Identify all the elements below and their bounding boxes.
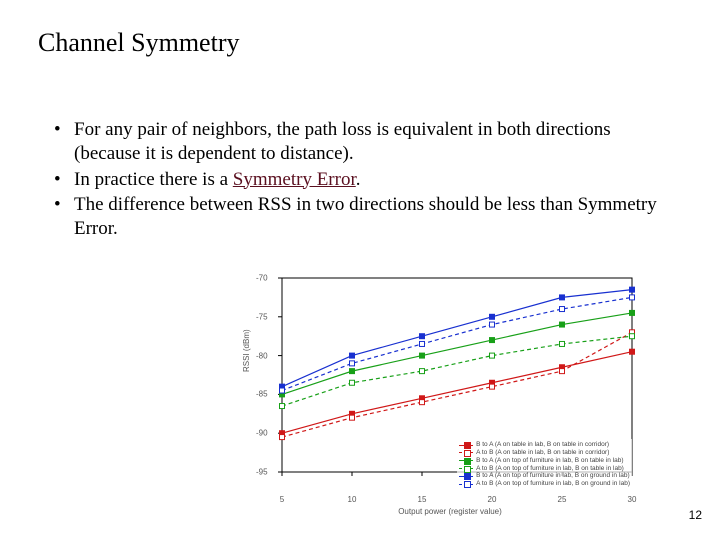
x-tick: 5 bbox=[280, 495, 284, 504]
bullet-3: The difference between RSS in two direct… bbox=[50, 193, 670, 241]
y-tick: -70 bbox=[256, 274, 268, 283]
symmetry-error-term: Symmetry Error bbox=[233, 169, 356, 190]
legend-item: B to A (A on top of furniture in lab, B … bbox=[459, 457, 630, 465]
bullet-1: For any pair of neighbors, the path loss… bbox=[50, 118, 670, 166]
legend-item: A to B (A on table in lab, B on table in… bbox=[459, 449, 630, 457]
legend-item: A to B (A on top of furniture in lab, B … bbox=[459, 465, 630, 473]
x-tick: 30 bbox=[628, 495, 637, 504]
bullet-list: For any pair of neighbors, the path loss… bbox=[50, 118, 670, 243]
chart-legend: B to A (A on table in lab, B on table in… bbox=[457, 439, 632, 490]
legend-item: B to A (A on top of furniture in lab, B … bbox=[459, 472, 630, 480]
rssi-chart: RSSI (dBm) Output power (register value)… bbox=[260, 272, 640, 512]
bullet-2-post: . bbox=[356, 169, 361, 190]
bullet-2: In practice there is a Symmetry Error. bbox=[50, 168, 670, 192]
y-tick: -80 bbox=[256, 351, 268, 360]
legend-item: B to A (A on table in lab, B on table in… bbox=[459, 441, 630, 449]
bullet-2-pre: In practice there is a bbox=[74, 169, 233, 190]
x-tick: 15 bbox=[418, 495, 427, 504]
page-number: 12 bbox=[689, 508, 702, 522]
x-tick: 20 bbox=[488, 495, 497, 504]
x-tick: 25 bbox=[558, 495, 567, 504]
y-tick: -75 bbox=[256, 312, 268, 321]
x-tick: 10 bbox=[348, 495, 357, 504]
x-axis-label: Output power (register value) bbox=[260, 507, 640, 516]
y-axis-label: RSSI (dBm) bbox=[242, 329, 251, 372]
y-tick: -85 bbox=[256, 390, 268, 399]
legend-item: A to B (A on top of furniture in lab, B … bbox=[459, 480, 630, 488]
y-tick: -90 bbox=[256, 429, 268, 438]
y-tick: -95 bbox=[256, 468, 268, 477]
slide-title: Channel Symmetry bbox=[38, 28, 239, 58]
